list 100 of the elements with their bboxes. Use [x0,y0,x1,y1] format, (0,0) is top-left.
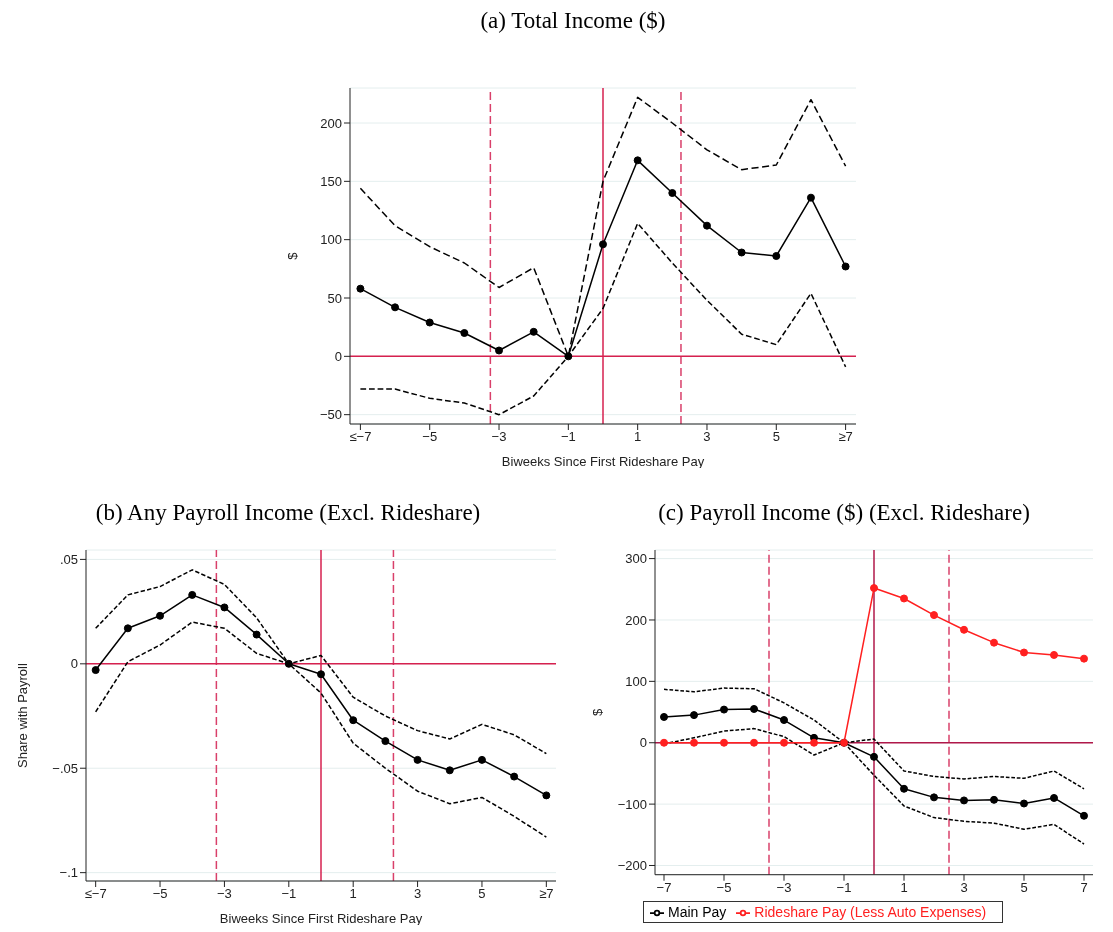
x-tick-label: −3 [776,879,792,895]
y-tick-label: 0 [334,348,342,364]
point [900,594,908,603]
point [660,712,668,721]
point [529,327,538,336]
x-tick-label: −3 [217,886,232,902]
point [960,625,968,634]
y-tick-label: 150 [320,173,342,189]
point [1080,811,1088,820]
chart-title: (c) Payroll Income ($) (Excl. Rideshare) [657,500,1031,527]
point [1020,799,1028,808]
point [1080,654,1088,663]
x-tick-label: −3 [491,429,507,445]
x-tick-label: 3 [703,429,711,445]
point [381,737,390,746]
point [460,329,469,337]
legend-label: Main Pay [668,903,727,920]
point [599,240,607,249]
y-tick-label: −.05 [52,760,78,776]
point [317,670,325,679]
y-tick-label: 200 [320,115,342,131]
y-tick-label: 100 [625,673,647,689]
point [1020,648,1028,657]
point [720,738,728,747]
legend-label: Rideshare Pay (Less Auto Expenses) [754,903,987,920]
x-tick-label: −1 [836,879,852,895]
x-axis-title: Biweeks Since First Rideshare Pay [219,911,423,926]
point [990,795,998,804]
x-tick-label: −5 [422,429,438,445]
point [870,584,878,593]
point [930,793,938,802]
x-tick-label: ≥7 [539,886,554,902]
point [425,318,434,327]
x-tick-label: −1 [560,429,576,445]
y-axis-title: Share with Payroll [14,663,30,768]
x-tick-label: 5 [1020,879,1028,895]
point [349,716,358,725]
point [841,262,850,271]
point [156,611,165,620]
point [780,716,788,725]
point [445,766,454,775]
x-tick-label: −5 [716,879,732,895]
y-tick-label: 100 [320,232,342,248]
x-tick-label: −7 [656,879,672,895]
point [123,624,132,633]
point [702,221,711,230]
y-tick-label: 300 [625,551,647,567]
y-tick-label: 50 [327,290,342,306]
chart-title: (b) Any Payroll Income (Excl. Rideshare) [94,500,482,527]
point [737,248,746,257]
x-tick-label: 3 [413,886,422,902]
point [806,193,815,202]
point [690,738,698,747]
point [1050,793,1058,802]
point [495,346,504,355]
y-tick-label: −50 [319,407,342,423]
point [990,638,998,647]
point [750,704,758,713]
point [413,755,422,764]
point [91,666,100,675]
x-tick-label: 5 [772,429,780,445]
y-axis-title: $ [589,707,605,716]
point [391,303,400,312]
point [252,630,261,639]
x-tick-label: ≤−7 [84,886,107,902]
point [960,796,968,805]
x-tick-label: 1 [634,429,642,445]
point [930,611,938,620]
point [780,738,788,747]
chart-title: (a) Total Income ($) [479,8,667,35]
y-tick-label: −100 [617,796,647,812]
y-tick-label: −.1 [59,865,78,881]
x-tick-label: 7 [1080,879,1088,895]
x-axis-title: Biweeks Since First Rideshare Pay [501,454,705,469]
y-tick-label: .05 [59,552,78,568]
point [510,772,519,781]
point [720,705,728,714]
point [810,738,818,747]
y-tick-label: 0 [70,656,78,672]
point [284,659,293,668]
y-axis-title: $ [284,251,300,260]
point [1050,650,1058,659]
y-tick-label: 0 [639,735,647,751]
y-tick-label: 200 [625,612,647,628]
point [564,352,573,361]
x-tick-label: 1 [349,886,357,902]
x-tick-label: −1 [281,886,297,902]
point [477,755,486,764]
point [633,156,642,165]
point [188,590,197,599]
x-tick-label: ≥7 [838,429,853,445]
point [750,738,758,747]
y-tick-label: −200 [617,858,647,874]
point [660,738,668,747]
point [690,711,698,720]
point [772,252,781,260]
point [668,189,677,197]
point [900,784,908,793]
x-tick-label: ≤−7 [349,429,372,445]
x-tick-label: 1 [900,879,908,895]
